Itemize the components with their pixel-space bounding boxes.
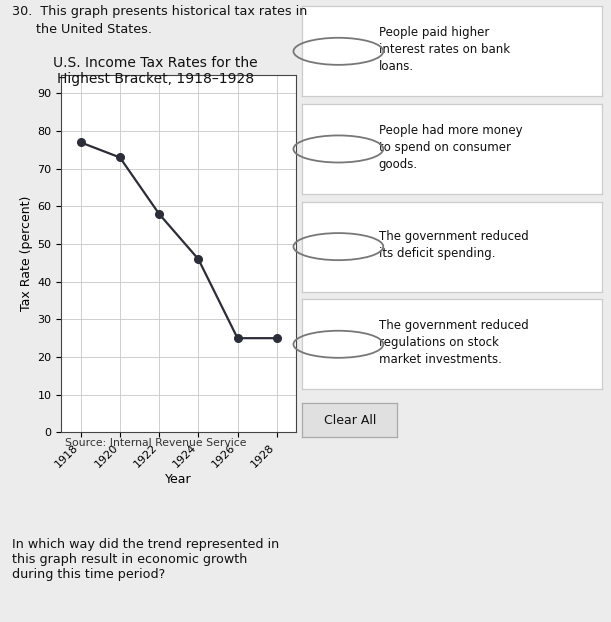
X-axis label: Year: Year [166,473,192,486]
Y-axis label: Tax Rate (percent): Tax Rate (percent) [20,196,33,311]
Text: The government reduced
its deficit spending.: The government reduced its deficit spend… [379,230,529,260]
Text: The government reduced
regulations on stock
market investments.: The government reduced regulations on st… [379,319,529,366]
Text: People paid higher
interest rates on bank
loans.: People paid higher interest rates on ban… [379,26,510,73]
Text: 30.  This graph presents historical tax rates in: 30. This graph presents historical tax r… [12,5,307,18]
Text: People had more money
to spend on consumer
goods.: People had more money to spend on consum… [379,124,522,170]
Text: U.S. Income Tax Rates for the
Highest Bracket, 1918–1928: U.S. Income Tax Rates for the Highest Br… [54,56,258,86]
Text: In which way did the trend represented in
this graph result in economic growth
d: In which way did the trend represented i… [12,538,279,581]
Text: Source: Internal Revenue Service: Source: Internal Revenue Service [65,438,247,448]
Text: Clear All: Clear All [324,414,376,427]
Text: the United States.: the United States. [12,23,152,36]
